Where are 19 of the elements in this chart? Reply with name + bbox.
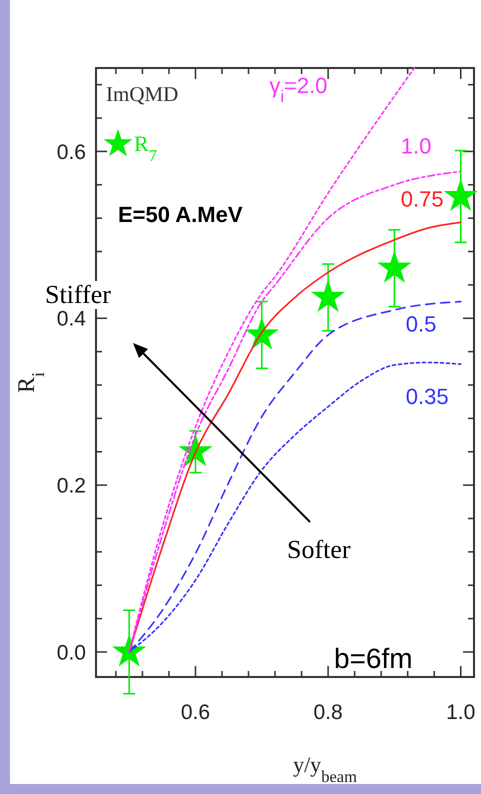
- y-tick-label: 0.4: [56, 308, 86, 331]
- x-axis-title: y/y$_{beam}$: [293, 752, 358, 786]
- annotation: E=50 A.MeV: [118, 202, 243, 227]
- series-label: 0.75: [400, 186, 444, 212]
- legend-title: ImQMD: [106, 82, 178, 106]
- series-label: 1.0: [400, 133, 432, 158]
- annotation: Softer: [287, 535, 351, 564]
- x-tick-label: 0.8: [314, 701, 343, 724]
- y-tick-label: 0.2: [56, 474, 86, 498]
- annotation: b=6fm: [334, 643, 413, 674]
- y-tick-label: 0.0: [56, 641, 86, 664]
- x-tick-label: 0.6: [180, 701, 210, 724]
- series-label: 0.35: [406, 384, 449, 410]
- text: R$_{7}$: [134, 131, 157, 164]
- text: γ$_{i}$=2.0: [269, 73, 328, 106]
- x-tick-label: 1.0: [446, 701, 476, 724]
- y-tick-label: 0.6: [56, 140, 86, 164]
- series-label: 0.5: [406, 312, 436, 337]
- annotation: Stiffer: [45, 280, 112, 309]
